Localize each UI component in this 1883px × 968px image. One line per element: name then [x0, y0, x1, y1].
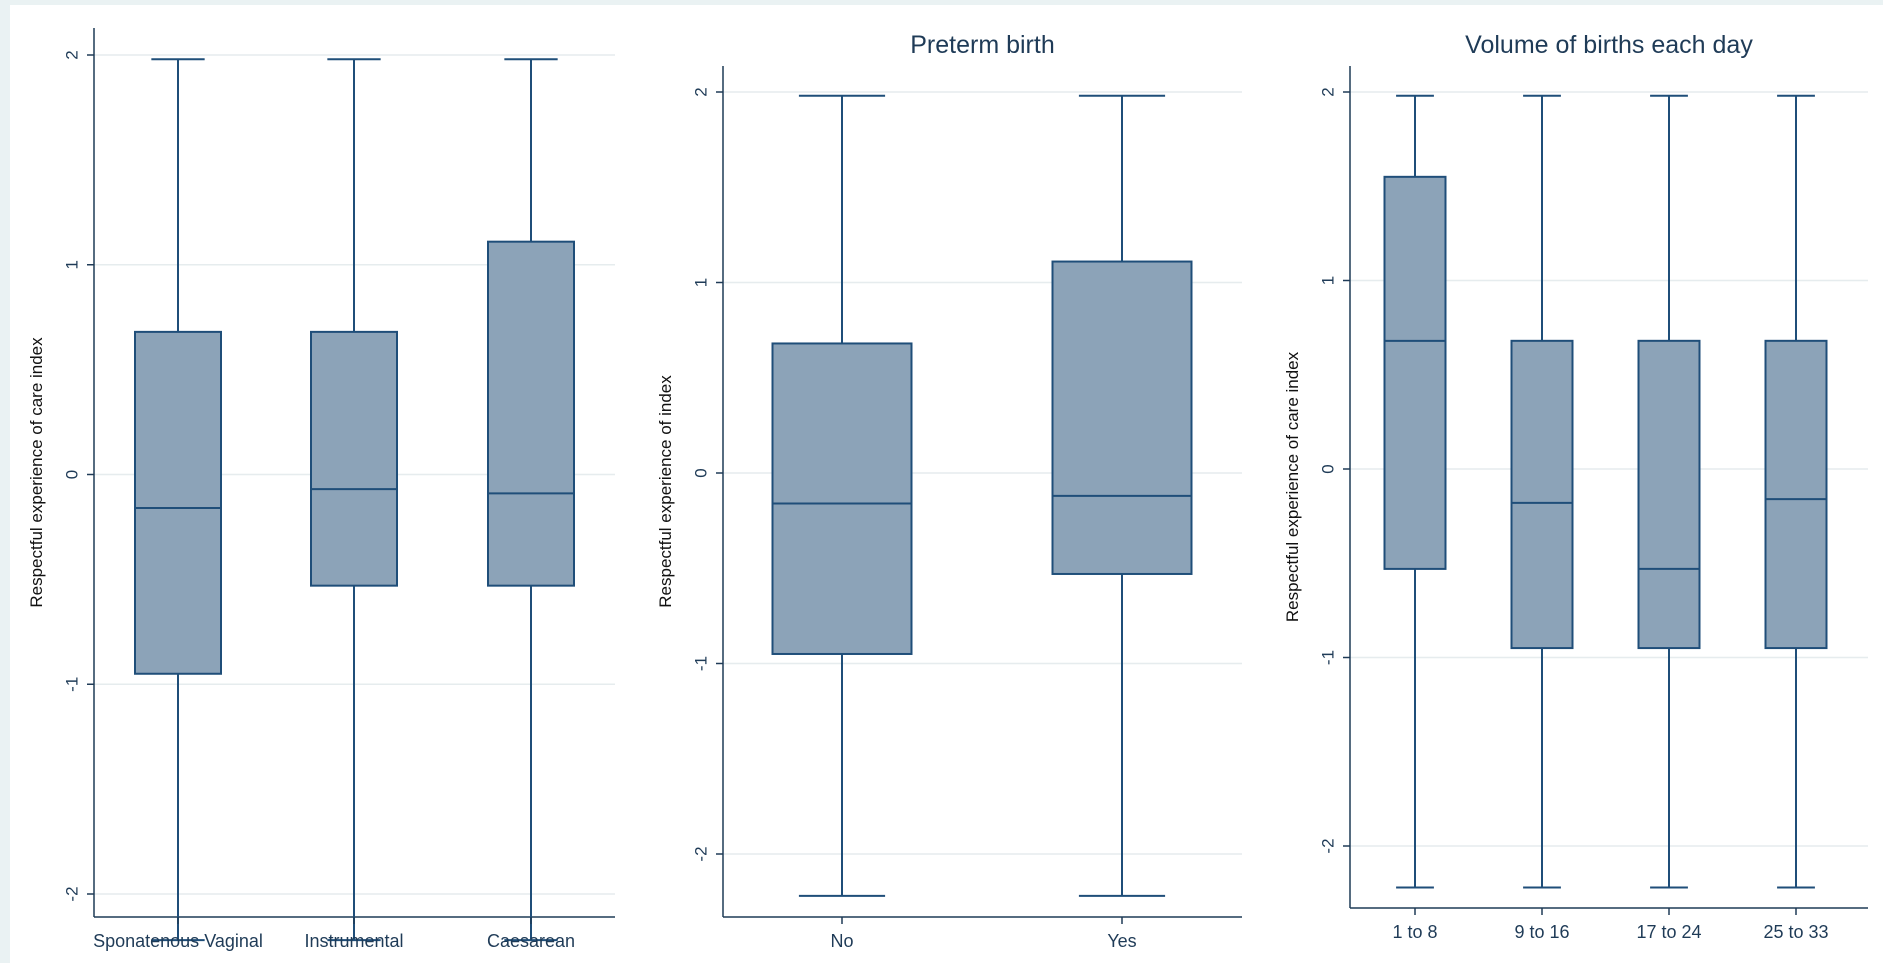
panel3-x-tick-label: 25 to 33 [1763, 922, 1828, 942]
panel3-y-tick-label: 2 [1319, 87, 1338, 96]
panel3-y-tick-label: -1 [1319, 650, 1338, 665]
panel1-x-tick-label: Instrumental [304, 931, 403, 951]
panel1-x-tick-label: Sponatenous Vaginal [93, 931, 263, 951]
panel1-y-tick-label: -2 [63, 886, 82, 901]
panel2-y-tick-label: -2 [692, 846, 711, 861]
panel1-y-tick-label: 2 [63, 50, 82, 59]
panel2-box [1051, 260, 1193, 575]
panel3-box [1637, 339, 1701, 650]
panel3-y-tick-label: 0 [1319, 464, 1338, 473]
panel3-x-tick-label: 17 to 24 [1636, 922, 1701, 942]
panel1-y-axis-label: Respectful experience of care index [27, 337, 46, 608]
panel1-y-tick-label: 1 [63, 260, 82, 269]
panel1-x-tick-label: Caesarean [487, 931, 575, 951]
panel3-box [1764, 339, 1828, 650]
panel3-x-tick-label: 9 to 16 [1514, 922, 1569, 942]
panel2-title: Preterm birth [910, 31, 1054, 59]
panel2-y-axis-label: Respectful experience of index [656, 375, 675, 608]
panel3-box [1383, 175, 1447, 570]
panel2-x-tick-label: No [830, 931, 853, 951]
panel2-y-tick-label: 1 [692, 278, 711, 287]
panel1-box [487, 240, 575, 587]
panel3-title: Volume of births each day [1465, 31, 1753, 59]
panel1-box [310, 330, 398, 587]
panel2-y-tick-label: 2 [692, 87, 711, 96]
panel1-box [134, 330, 222, 675]
panel2-box [771, 342, 913, 655]
panel3-x-tick-label: 1 to 8 [1392, 922, 1437, 942]
panel2-y-tick-label: -1 [692, 656, 711, 671]
panel2-x-tick-label: Yes [1107, 931, 1136, 951]
panel3-y-tick-label: -2 [1319, 838, 1338, 853]
panel1-y-tick-label: -1 [63, 677, 82, 692]
panel2-y-tick-label: 0 [692, 468, 711, 477]
panel3-y-tick-label: 1 [1319, 276, 1338, 285]
panel3-y-axis-label: Respectful experience of care index [1283, 351, 1302, 622]
panel3-box [1510, 339, 1574, 650]
panel1-y-tick-label: 0 [63, 470, 82, 479]
